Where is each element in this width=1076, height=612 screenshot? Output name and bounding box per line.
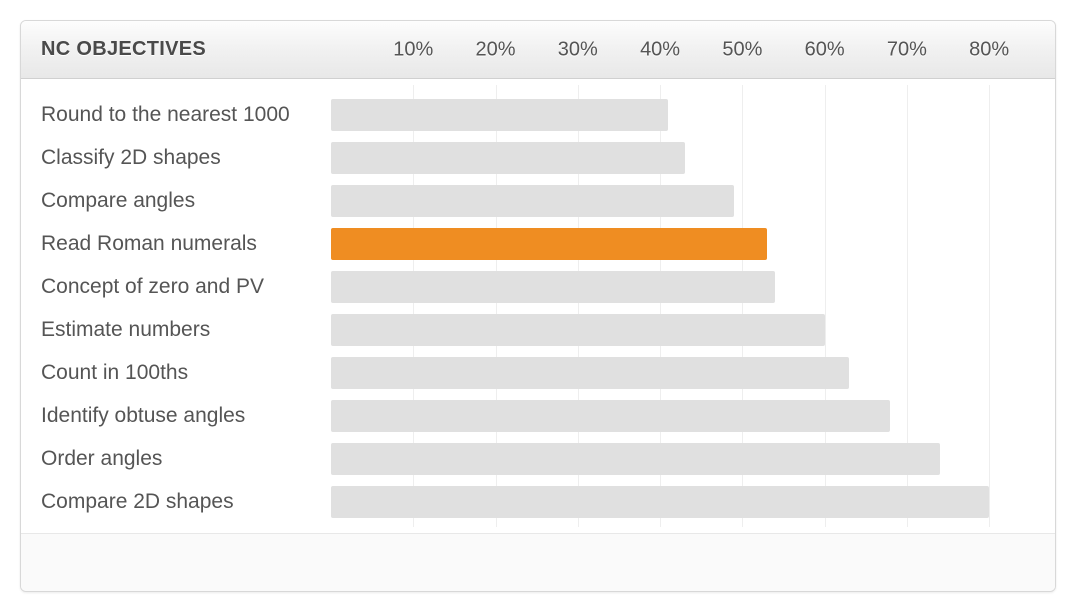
chart-header: NC OBJECTIVES 10% 20% 30% 40% 50% 60% 70% 80% — [21, 21, 1055, 79]
chart-body: Round to the nearest 1000 Classify 2D sha… — [21, 79, 1055, 533]
x-tick-label: 80% — [969, 38, 1009, 61]
bar — [331, 142, 685, 174]
bar-track — [331, 136, 1055, 179]
x-tick-label: 60% — [805, 38, 845, 61]
x-tick-label: 70% — [887, 38, 927, 61]
row-label: Classify 2D shapes — [41, 146, 331, 170]
chart-row: Classify 2D shapes — [21, 136, 1055, 179]
row-label: Concept of zero and PV — [41, 275, 331, 299]
x-tick-label: 50% — [722, 38, 762, 61]
chart-row: Order angles — [21, 437, 1055, 480]
chart-row: Compare angles — [21, 179, 1055, 222]
bar-track — [331, 437, 1055, 480]
bar — [331, 357, 849, 389]
bar-track — [331, 222, 1055, 265]
x-tick-label: 20% — [476, 38, 516, 61]
bar — [331, 400, 890, 432]
bar — [331, 443, 940, 475]
bar-track — [331, 93, 1055, 136]
chart-row: Compare 2D shapes — [21, 480, 1055, 523]
row-label: Identify obtuse angles — [41, 404, 331, 428]
x-tick-label: 30% — [558, 38, 598, 61]
chart-row: Estimate numbers — [21, 308, 1055, 351]
x-tick-label: 40% — [640, 38, 680, 61]
bar — [331, 486, 989, 518]
row-label: Order angles — [41, 447, 331, 471]
bar-track — [331, 480, 1055, 523]
row-label: Compare 2D shapes — [41, 490, 331, 514]
chart-row: Round to the nearest 1000 — [21, 93, 1055, 136]
x-tick-label: 10% — [393, 38, 433, 61]
row-label: Read Roman numerals — [41, 232, 331, 256]
chart-title: NC OBJECTIVES — [41, 38, 331, 61]
chart-footer — [21, 533, 1055, 591]
chart-row: Identify obtuse angles — [21, 394, 1055, 437]
objectives-chart-card: NC OBJECTIVES 10% 20% 30% 40% 50% 60% 70% 80% R… — [20, 20, 1056, 592]
bar — [331, 185, 734, 217]
row-label: Count in 100ths — [41, 361, 331, 385]
chart-row: Count in 100ths — [21, 351, 1055, 394]
row-label: Round to the nearest 1000 — [41, 103, 331, 127]
bar-track — [331, 265, 1055, 308]
bar-track — [331, 308, 1055, 351]
bar — [331, 314, 825, 346]
row-label: Estimate numbers — [41, 318, 331, 342]
bar-track — [331, 351, 1055, 394]
bar-track — [331, 179, 1055, 222]
row-label: Compare angles — [41, 189, 331, 213]
chart-row: Read Roman numerals — [21, 222, 1055, 265]
chart-rows: Round to the nearest 1000 Classify 2D sha… — [21, 93, 1055, 523]
chart-row: Concept of zero and PV — [21, 265, 1055, 308]
bar — [331, 271, 775, 303]
x-axis-tick-labels: 10% 20% 30% 40% 50% 60% 70% 80% — [331, 21, 1055, 78]
bar — [331, 99, 668, 131]
bar — [331, 228, 767, 260]
bar-track — [331, 394, 1055, 437]
